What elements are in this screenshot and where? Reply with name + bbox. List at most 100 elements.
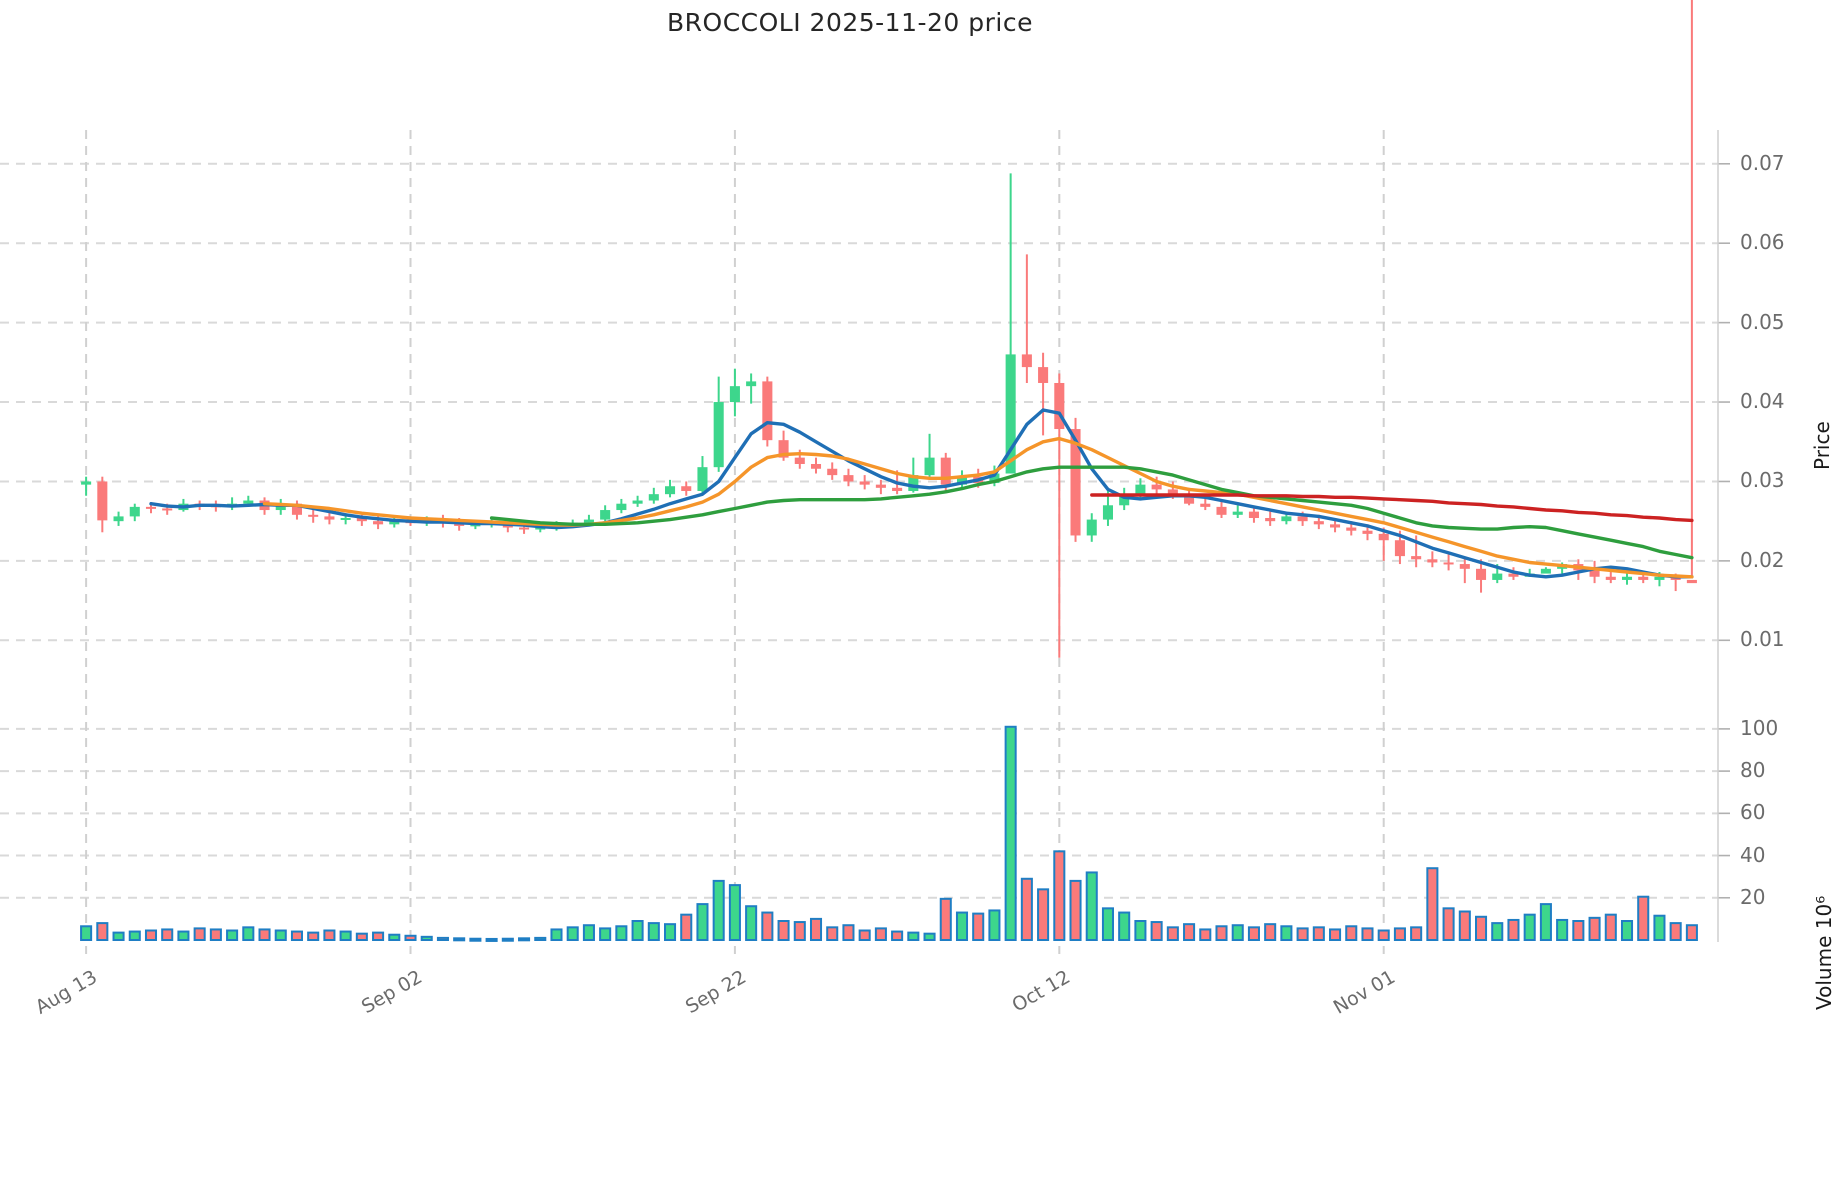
- candle-body: [162, 508, 173, 511]
- candle-body: [1248, 511, 1259, 518]
- candle-body: [1119, 495, 1130, 506]
- volume-bar: [728, 884, 741, 941]
- candle-body: [1686, 579, 1697, 584]
- volume-bar: [1345, 925, 1358, 941]
- candle-body: [1492, 573, 1503, 580]
- candle-body: [616, 503, 627, 511]
- candle-body: [778, 440, 789, 458]
- volume-bar: [680, 913, 693, 942]
- candle-body: [519, 527, 530, 530]
- candle-body: [794, 457, 805, 464]
- candle-body: [989, 473, 1000, 484]
- moving-average-line: [149, 408, 1694, 579]
- volume-bar: [420, 935, 433, 941]
- candle-body: [600, 510, 611, 520]
- candle-body: [713, 402, 724, 468]
- volume-bar: [1166, 926, 1179, 941]
- volume-bar: [1637, 895, 1650, 942]
- candle-body: [1265, 517, 1276, 522]
- candle-body: [810, 463, 822, 469]
- candle-body: [1184, 495, 1195, 504]
- candle-body: [956, 476, 968, 485]
- volume-bar: [1588, 916, 1601, 941]
- volume-tick-label: 20: [1740, 884, 1766, 909]
- volume-bar: [323, 929, 336, 941]
- volume-bar: [534, 936, 547, 942]
- candle-body: [1167, 489, 1178, 496]
- volume-bar: [258, 928, 271, 942]
- volume-bar: [1101, 907, 1114, 941]
- volume-bar: [1053, 850, 1066, 941]
- candle-body: [1362, 530, 1373, 534]
- volume-bar: [388, 933, 401, 942]
- volume-bar: [518, 937, 531, 942]
- volume-bar: [777, 920, 790, 941]
- candle-body: [875, 484, 886, 488]
- moving-average-line: [489, 465, 1694, 560]
- volume-bar: [809, 917, 823, 942]
- candle-body: [373, 521, 384, 525]
- volume-bar: [664, 923, 677, 942]
- candle-body: [1313, 521, 1324, 525]
- volume-bar: [307, 931, 320, 941]
- volume-bar: [128, 930, 141, 941]
- candle-body: [827, 468, 838, 476]
- candle-body: [1540, 568, 1551, 574]
- candle-body: [1151, 484, 1162, 490]
- candle-body: [1005, 354, 1016, 474]
- volume-bar: [1296, 927, 1309, 942]
- volume-tick-label: 40: [1740, 842, 1766, 867]
- candle-body: [1378, 533, 1389, 541]
- candle-body: [81, 481, 92, 485]
- volume-bar: [858, 929, 871, 941]
- volume-bar: [485, 937, 498, 942]
- candle-body: [389, 521, 400, 525]
- volume-bar: [1620, 920, 1634, 941]
- volume-bar: [761, 911, 774, 941]
- volume-bar: [891, 930, 904, 941]
- chart-title: BROCCOLI 2025-11-20 price: [667, 8, 1033, 37]
- volume-bar: [177, 930, 190, 941]
- volume-bar: [1604, 913, 1617, 942]
- volume-bar: [209, 928, 222, 942]
- candle-body: [1102, 505, 1113, 520]
- volume-axis-title: Volume 10⁶: [1812, 895, 1836, 1010]
- candle-body: [1621, 576, 1633, 580]
- candle-body: [1216, 506, 1227, 515]
- candle-body: [1589, 570, 1600, 577]
- candle-body: [632, 500, 643, 504]
- volume-bar: [96, 922, 109, 941]
- volume-bar: [615, 925, 628, 941]
- candle-body: [665, 486, 676, 495]
- volume-bar: [988, 909, 1001, 942]
- volume-bar: [1491, 922, 1504, 941]
- candle-body: [145, 506, 157, 509]
- volume-bar: [1393, 927, 1406, 942]
- volume-bar: [1556, 918, 1569, 942]
- candle-body: [1086, 519, 1097, 536]
- volume-bar: [793, 921, 806, 941]
- candle-body: [243, 500, 254, 504]
- volume-bar: [1669, 922, 1682, 941]
- volume-bar: [696, 903, 709, 941]
- volume-bar: [193, 927, 206, 942]
- candle-body: [859, 481, 870, 485]
- volume-bar: [80, 925, 93, 941]
- candle-body: [340, 517, 351, 520]
- volume-bar: [1312, 926, 1325, 941]
- candle-body: [1135, 484, 1146, 496]
- volume-bar: [144, 929, 158, 941]
- candle-body: [746, 381, 757, 387]
- volume-bar: [923, 932, 936, 942]
- candle-body: [908, 475, 919, 491]
- candle-body: [1038, 367, 1049, 383]
- volume-bar: [1329, 928, 1342, 942]
- volume-bar: [1020, 877, 1033, 941]
- volume-bar: [1361, 927, 1374, 942]
- volume-bar: [582, 924, 595, 942]
- volume-bar: [1523, 913, 1536, 942]
- candle-body: [129, 506, 140, 517]
- candle-body: [535, 527, 546, 530]
